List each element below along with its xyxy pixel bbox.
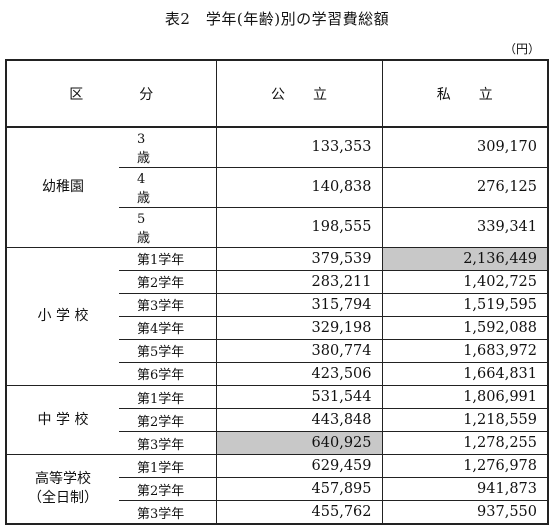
group-label-high-school: 高等学校 （全日制） [5,454,119,525]
public-value: 531,544 [215,384,383,410]
group-name: 中 学 校 [37,411,89,428]
public-value: 457,895 [215,477,383,502]
public-value: 315,794 [215,292,383,317]
public-value: 443,848 [215,408,383,433]
private-value: 937,550 [381,500,549,525]
group-name: 高等学校 [35,471,91,488]
unit-label: （円） [503,42,540,56]
table-row: 第4学年 329,198 1,592,088 [6,315,549,340]
table-row: 4 歳 140,838 276,125 [6,166,549,208]
row-label: 4 歳 [119,166,217,208]
table-row: 第3学年 640,925 1,278,255 [6,431,549,456]
private-value: 1,519,595 [381,292,549,317]
row-label: 第4学年 [119,315,217,340]
learning-cost-table: 区 分 公 立 私 立 幼稚園 3 歳 133,353 309,170 4 歳 … [5,59,549,525]
group-label-elementary: 小 学 校 [5,246,119,386]
row-label: 3 歳 [119,126,217,168]
row-label: 第5学年 [119,338,217,363]
table-row: 第3学年 315,794 1,519,595 [6,292,549,317]
row-label: 第1学年 [119,454,217,479]
table-row: 第5学年 380,774 1,683,972 [6,338,549,363]
row-label: 第2学年 [119,269,217,294]
header-category: 区 分 [5,59,217,128]
public-value: 198,555 [215,206,383,248]
public-value: 140,838 [215,166,383,208]
group-label-kindergarten: 幼稚園 [5,126,119,248]
table-row: 第2学年 457,895 941,873 [6,477,549,502]
table-row: 小 学 校 第1学年 379,539 2,136,449 [5,246,549,386]
public-value-highlighted: 640,925 [215,431,383,456]
table-row: 第3学年 455,762 937,550 [6,500,549,525]
group-name: 幼稚園 [42,178,84,195]
header-public: 公 立 [215,59,383,128]
table-row: 第2学年 443,848 1,218,559 [6,408,549,433]
group-name: 小 学 校 [37,307,89,324]
private-value: 1,806,991 [381,384,549,410]
row-label: 第3学年 [119,431,217,456]
table-row: 中 学 校 第1学年 531,544 1,806,991 [5,384,549,456]
row-label: 第2学年 [119,477,217,502]
public-value: 133,353 [215,126,383,168]
private-value: 941,873 [381,477,549,502]
table-row: 第2学年 283,211 1,402,725 [6,269,549,294]
group-label-junior-high: 中 学 校 [5,384,119,456]
public-value: 329,198 [215,315,383,340]
private-value-highlighted: 2,136,449 [381,246,549,271]
private-value: 1,592,088 [381,315,549,340]
row-label: 第3学年 [119,500,217,525]
public-value: 423,506 [215,361,383,386]
row-label: 5 歳 [119,206,217,248]
private-value: 1,402,725 [381,269,549,294]
public-value: 379,539 [215,246,383,271]
private-value: 1,218,559 [381,408,549,433]
row-label: 第3学年 [119,292,217,317]
private-value: 309,170 [381,126,549,168]
private-value: 1,683,972 [381,338,549,363]
public-value: 380,774 [215,338,383,363]
public-value: 283,211 [215,269,383,294]
public-value: 455,762 [215,500,383,525]
row-label: 第1学年 [119,246,217,271]
private-value: 1,278,255 [381,431,549,456]
private-value: 1,664,831 [381,361,549,386]
header-row: 区 分 公 立 私 立 [5,59,549,128]
row-label: 第1学年 [119,384,217,410]
row-label: 第6学年 [119,361,217,386]
table-row: 第6学年 423,506 1,664,831 [6,361,549,386]
public-value: 629,459 [215,454,383,479]
private-value: 276,125 [381,166,549,208]
table-row: 幼稚園 3 歳 133,353 309,170 [5,126,549,248]
group-name-sub: （全日制） [28,490,98,507]
header-private: 私 立 [381,59,549,128]
row-label: 第2学年 [119,408,217,433]
table-row: 5 歳 198,555 339,341 [6,206,549,248]
table-row: 高等学校 （全日制） 第1学年 629,459 1,276,978 [5,454,549,525]
private-value: 339,341 [381,206,549,248]
table-title: 表2 学年(年齢)別の学習費総額 [164,10,390,28]
private-value: 1,276,978 [381,454,549,479]
